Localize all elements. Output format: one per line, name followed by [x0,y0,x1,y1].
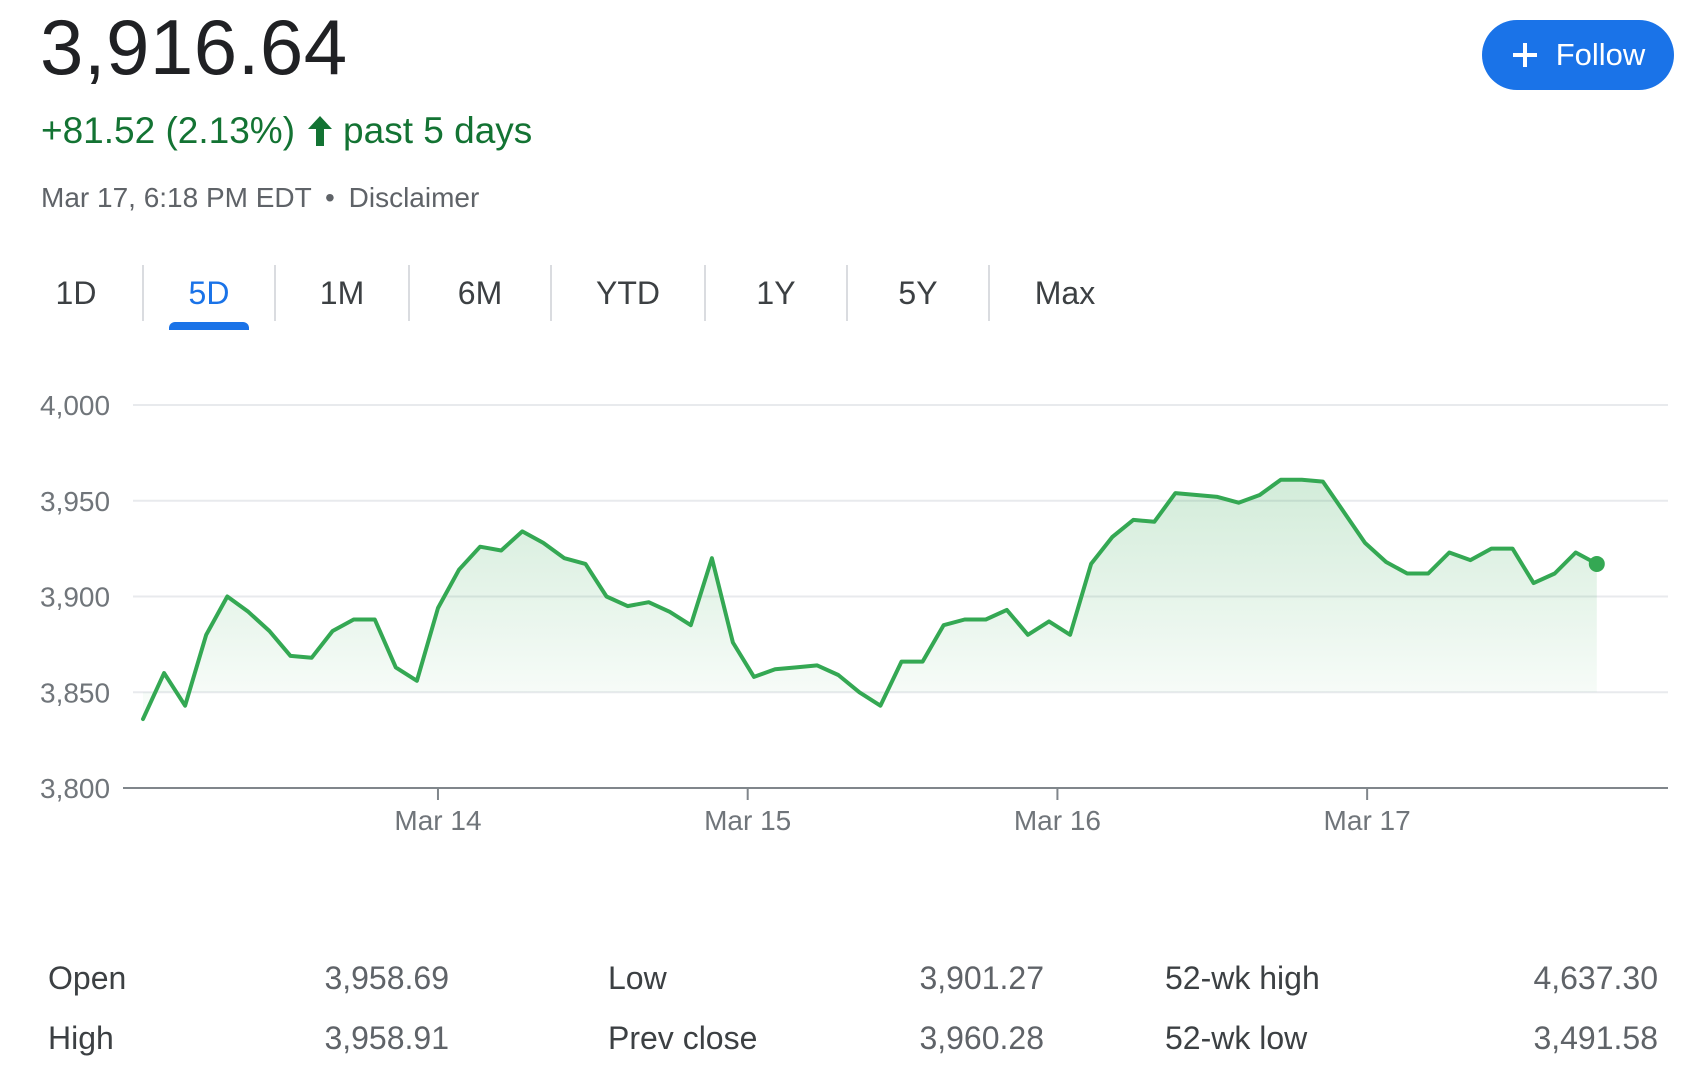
follow-button[interactable]: Follow [1482,20,1674,90]
tab-label: 1D [55,274,97,311]
tab-divider [846,265,848,321]
disclaimer-link[interactable]: Disclaimer [348,182,480,213]
time-range-tabs: 1D 5D 1M 6M YTD 1Y 5Y Max [40,258,1140,330]
change-value: +81.52 (2.13%) [41,110,296,151]
tab-label: Max [1034,274,1096,311]
tab-1d[interactable]: 1D [40,258,112,328]
tab-label: YTD [596,274,660,311]
x-tick-label: Mar 16 [1014,805,1101,836]
stat-value-open: 3,958.69 [324,960,449,996]
y-tick-label: 4,000 [40,390,110,421]
change-period: past 5 days [343,110,533,151]
stat-value-high: 3,958.91 [324,1020,449,1056]
stat-value-prev-close: 3,960.28 [919,1020,1044,1056]
plus-icon [1512,43,1537,67]
current-price: 3,916.64 [40,3,348,91]
active-tab-indicator [169,322,249,330]
stat-label-52wk-high: 52-wk high [1165,960,1320,996]
tab-max[interactable]: Max [990,258,1140,328]
tab-label: 6M [457,274,503,311]
y-tick-label: 3,850 [40,677,110,708]
stat-value-low: 3,901.27 [919,960,1044,996]
tab-ytd[interactable]: YTD [552,258,704,328]
timestamp-text: Mar 17, 6:18 PM EDT [41,182,312,213]
x-tick-label: Mar 15 [704,805,791,836]
stat-label-prev-close: Prev close [608,1020,758,1056]
tab-divider [274,265,276,321]
x-tick-label: Mar 14 [394,805,481,836]
area-fill [143,479,1597,720]
stat-label-52wk-low: 52-wk low [1165,1020,1308,1056]
follow-label: Follow [1555,37,1646,72]
stat-label-high: High [48,1020,114,1056]
arrow-up-icon [308,116,333,146]
tab-label: 5Y [898,274,938,311]
price-line [141,477,1599,722]
last-price-marker [1588,555,1605,572]
tab-divider [142,265,144,321]
tab-divider [704,265,706,321]
tab-divider [988,265,990,321]
tab-label: 1M [319,274,365,311]
y-tick-label: 3,900 [40,582,110,613]
key-stats-table: Open 3,958.69 Low 3,901.27 52-wk high 4,… [48,948,1658,1068]
stat-value-52wk-high: 4,637.30 [1533,960,1658,996]
price-chart[interactable]: 4,000 3,950 3,900 3,850 3,800 Mar 14 Mar 15 Mar… [0,380,1683,920]
tab-divider [550,265,552,321]
x-tick-label: Mar 17 [1324,805,1411,836]
tab-6m[interactable]: 6M [410,258,550,328]
timestamp-separator: • [325,182,335,213]
y-tick-label: 3,950 [40,486,110,517]
stats-row: Open 3,958.69 Low 3,901.27 52-wk high 4,… [48,948,1658,1008]
tab-divider [408,265,410,321]
stat-value-52wk-low: 3,491.58 [1533,1020,1658,1056]
tab-5y[interactable]: 5Y [848,258,988,328]
stat-label-open: Open [48,960,127,996]
tab-1y[interactable]: 1Y [706,258,846,328]
stat-label-low: Low [608,960,667,996]
quote-timestamp: Mar 17, 6:18 PM EDT • Disclaimer [41,180,479,216]
tab-1m[interactable]: 1M [276,258,408,328]
tab-5d[interactable]: 5D [144,258,274,330]
stats-row: High 3,958.91 Prev close 3,960.28 52-wk … [48,1008,1658,1068]
tab-label: 1Y [756,274,796,311]
y-tick-label: 3,800 [40,773,110,804]
price-change: +81.52 (2.13%) past 5 days [41,108,532,154]
tab-label: 5D [188,274,230,311]
